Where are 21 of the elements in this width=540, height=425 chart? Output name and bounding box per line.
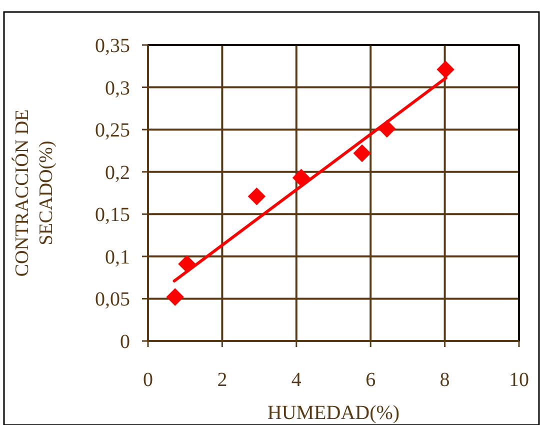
y-tick-label: 0,3 — [105, 77, 130, 100]
x-tick-label: 6 — [366, 369, 376, 391]
y-axis-title: CONTRACCIÓN DE SECADO(%) — [11, 109, 57, 277]
y-tick-label: 0,35 — [95, 35, 130, 57]
x-axis-title: HUMEDAD(%) — [267, 402, 400, 424]
y-tick-label: 0 — [120, 331, 130, 353]
point — [292, 168, 310, 187]
point — [436, 60, 454, 78]
x-tick-label: 0 — [143, 369, 153, 391]
y-tick-label: 0,2 — [105, 162, 130, 184]
x-tick-label: 10 — [509, 369, 529, 391]
x-tick-label: 8 — [440, 369, 450, 391]
y-tick-label: 0,05 — [95, 288, 130, 311]
x-tick-label: 2 — [217, 369, 228, 391]
point — [248, 188, 266, 206]
point — [353, 144, 371, 162]
y-tick-label: 0,15 — [95, 204, 130, 226]
point — [166, 288, 184, 306]
y-tick-label: 0,25 — [95, 120, 130, 142]
y-tick-label: 0,1 — [105, 246, 130, 268]
x-tick-label: 4 — [291, 369, 302, 391]
